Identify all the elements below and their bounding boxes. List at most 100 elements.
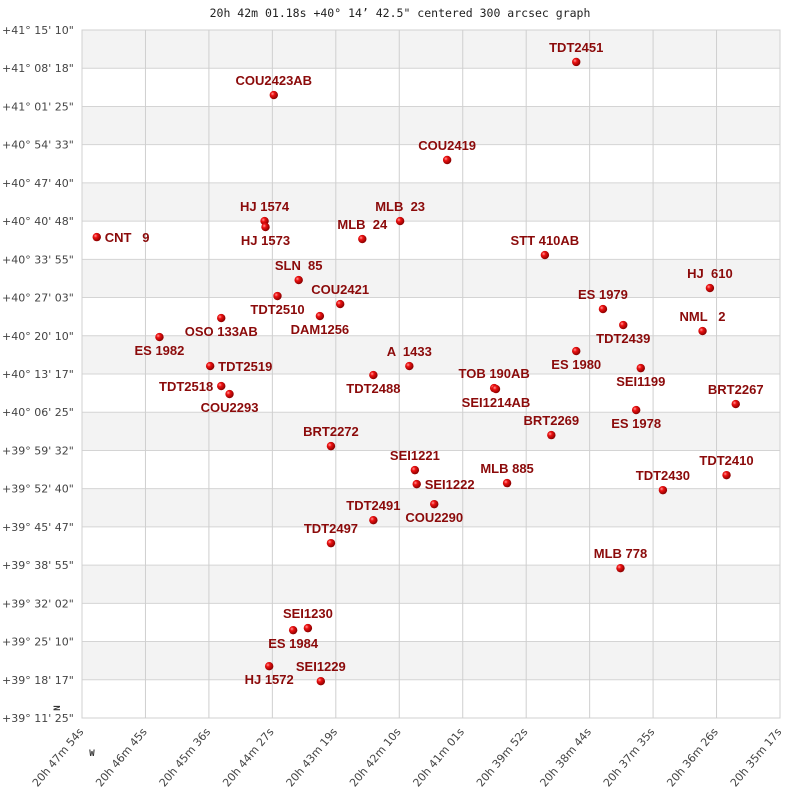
star-point[interactable]: BRT2267: [708, 382, 764, 409]
star-marker[interactable]: [547, 430, 556, 440]
star-point[interactable]: MLB 778: [594, 546, 647, 573]
star-point[interactable]: CNT 9: [92, 230, 150, 245]
star-point[interactable]: HJ 1572: [245, 662, 294, 687]
y-tick-label: +39° 38' 55": [2, 559, 74, 572]
star-label: DAM1256: [291, 322, 350, 337]
star-marker[interactable]: [326, 441, 336, 451]
star-point[interactable]: TDT2451: [549, 40, 603, 67]
star-point[interactable]: SEI1230: [283, 606, 333, 633]
star-marker[interactable]: [430, 499, 439, 509]
star-marker[interactable]: [731, 399, 740, 409]
star-marker[interactable]: [273, 291, 282, 301]
star-marker[interactable]: [540, 250, 550, 260]
star-point[interactable]: COU2421: [311, 282, 369, 309]
star-point[interactable]: OSO 133AB: [185, 313, 258, 339]
y-tick-label: +40° 27' 03": [2, 292, 74, 305]
star-point[interactable]: MLB 885: [480, 461, 534, 488]
star-marker[interactable]: [335, 299, 345, 309]
star-marker[interactable]: [598, 304, 608, 314]
star-point[interactable]: TDT2410: [699, 453, 754, 480]
star-point[interactable]: BRT2269: [524, 413, 580, 440]
star-marker[interactable]: [636, 363, 645, 373]
star-point[interactable]: BRT2272: [303, 424, 359, 451]
star-point[interactable]: SEI1221: [390, 448, 440, 475]
star-point[interactable]: COU2419: [418, 138, 476, 165]
star-marker[interactable]: [502, 478, 512, 488]
star-marker[interactable]: [369, 515, 378, 525]
star-marker[interactable]: [619, 320, 628, 330]
star-point[interactable]: NML 2: [680, 309, 726, 336]
star-point[interactable]: ES 1982: [135, 332, 185, 358]
star-point[interactable]: TDT2491: [346, 498, 400, 525]
star-point[interactable]: MLB 23: [375, 199, 425, 226]
star-marker[interactable]: [369, 370, 378, 380]
star-point[interactable]: SEI1222: [412, 477, 475, 492]
star-marker[interactable]: [722, 470, 731, 480]
star-label: ES 1980: [551, 357, 601, 372]
star-marker[interactable]: [316, 677, 326, 686]
x-tick-label: 20h 41m 01s: [411, 725, 468, 789]
star-point[interactable]: DAM1256: [291, 311, 350, 337]
star-marker[interactable]: [572, 57, 581, 67]
star-point[interactable]: SEI1199: [616, 363, 665, 389]
star-marker[interactable]: [288, 625, 298, 635]
star-marker[interactable]: [658, 485, 668, 495]
star-marker[interactable]: [225, 389, 234, 399]
star-marker[interactable]: [410, 465, 420, 475]
star-point[interactable]: MLB 24: [337, 217, 388, 244]
star-marker[interactable]: [442, 155, 452, 165]
star-point[interactable]: COU2293: [201, 389, 259, 415]
star-point[interactable]: TDT2439: [596, 320, 650, 346]
star-marker[interactable]: [92, 232, 101, 242]
star-marker[interactable]: [395, 216, 405, 226]
star-point[interactable]: ES 1979: [578, 287, 628, 314]
star-marker[interactable]: [205, 361, 215, 371]
x-tick-label: 20h 46m 45s: [93, 725, 150, 789]
star-marker[interactable]: [572, 346, 581, 356]
star-point[interactable]: COU2290: [405, 499, 463, 525]
star-marker[interactable]: [698, 326, 707, 336]
star-marker[interactable]: [264, 662, 274, 671]
star-marker[interactable]: [217, 313, 226, 323]
star-marker[interactable]: [631, 405, 641, 415]
star-point[interactable]: SEI1214AB: [462, 384, 531, 410]
star-point[interactable]: TDT2430: [636, 468, 690, 495]
star-marker[interactable]: [303, 623, 313, 633]
star-point[interactable]: TDT2519: [205, 359, 272, 374]
star-point[interactable]: TDT2488: [346, 370, 400, 396]
star-point[interactable]: SEI1229: [296, 659, 346, 686]
star-marker[interactable]: [261, 222, 270, 232]
star-marker[interactable]: [616, 563, 625, 573]
x-tick-label: 20h 44m 27s: [220, 725, 277, 789]
star-marker[interactable]: [705, 283, 715, 293]
star-point[interactable]: COU2423AB: [235, 73, 312, 100]
star-label: MLB 778: [594, 546, 647, 561]
star-point[interactable]: SLN 85: [275, 258, 323, 285]
star-point[interactable]: HJ 1573: [241, 222, 290, 248]
row-band: [82, 488, 780, 527]
star-marker[interactable]: [405, 361, 414, 371]
star-point[interactable]: ES 1978: [611, 405, 661, 431]
star-point[interactable]: A 1433: [387, 344, 432, 371]
star-marker[interactable]: [326, 538, 336, 548]
star-point[interactable]: TDT2510: [250, 291, 305, 317]
star-point[interactable]: ES 1980: [551, 346, 601, 372]
star-point[interactable]: TDT2497: [304, 521, 358, 548]
star-point[interactable]: TDT2518: [159, 379, 226, 394]
chart-title: 20h 42m 01.18s +40° 14’ 42.5" centered 3…: [210, 6, 591, 20]
star-marker[interactable]: [412, 479, 421, 489]
star-marker[interactable]: [358, 234, 367, 244]
star-point[interactable]: HJ 1574: [240, 199, 290, 226]
y-tick-label: +39° 52' 40": [2, 483, 74, 496]
star-label: SEI1199: [616, 374, 665, 389]
star-marker[interactable]: [491, 384, 501, 394]
star-marker[interactable]: [155, 332, 164, 342]
star-marker[interactable]: [294, 275, 303, 285]
star-marker[interactable]: [315, 311, 325, 321]
star-point[interactable]: HJ 610: [687, 266, 733, 293]
star-marker[interactable]: [269, 90, 278, 100]
x-tick-label: 20h 37m 35s: [601, 725, 658, 789]
star-marker[interactable]: [217, 381, 226, 391]
star-point[interactable]: STT 410AB: [511, 233, 580, 260]
star-point[interactable]: ES 1984: [268, 625, 319, 651]
